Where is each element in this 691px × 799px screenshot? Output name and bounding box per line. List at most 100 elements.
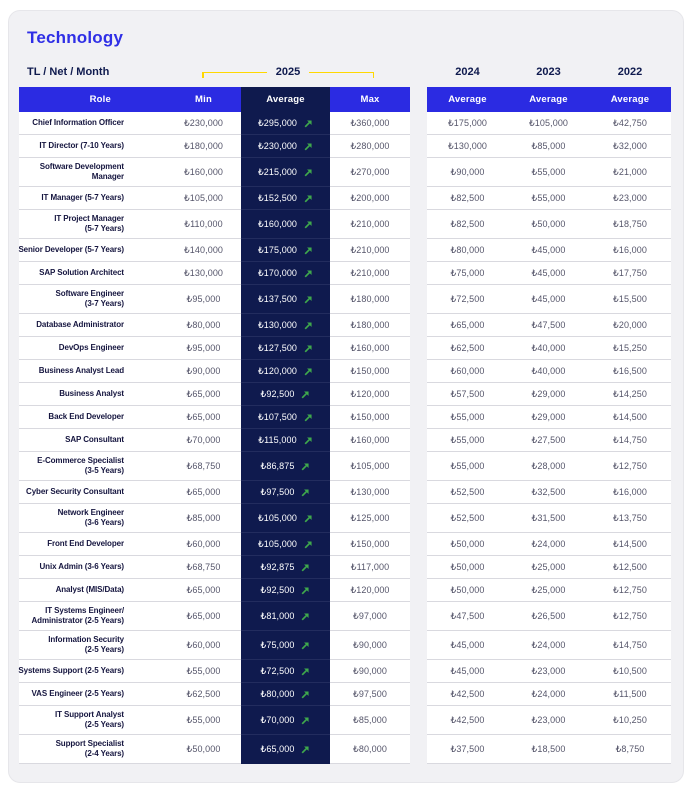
- average-2022-cell: ₺42,750: [589, 112, 671, 135]
- average-2024-cell: ₺175,000: [427, 112, 508, 135]
- max-2025-cell: ₺270,000: [330, 158, 410, 187]
- average-2025-value: ₺230,000: [257, 140, 298, 151]
- average-2025-cell: ₺120,000: [241, 360, 330, 383]
- average-2023-cell: ₺45,000: [508, 285, 589, 314]
- average-2025-cell: ₺107,500: [241, 406, 330, 429]
- average-2024-cell: ₺72,500: [427, 285, 508, 314]
- trend-up-icon: [304, 344, 313, 353]
- column-gap: [410, 735, 427, 764]
- column-gap: [410, 683, 427, 706]
- role-cell: Systems Support (2-5 Years): [18, 660, 166, 683]
- average-2024-cell: ₺50,000: [427, 579, 508, 602]
- average-2023-cell: ₺55,000: [508, 158, 589, 187]
- column-gap: [410, 452, 427, 481]
- average-2025-value: ₺65,000: [260, 743, 295, 754]
- min-2025-cell: ₺80,000: [166, 314, 241, 337]
- average-2025-value: ₺295,000: [257, 117, 298, 128]
- average-2022-cell: ₺23,000: [589, 187, 671, 210]
- average-2022-cell: ₺10,250: [589, 706, 671, 735]
- trend-up-icon: [304, 321, 313, 330]
- table-row: Software Engineer (3-7 Years) ₺95,000 ₺137,…: [19, 285, 673, 314]
- average-2025-value: ₺137,500: [257, 293, 298, 304]
- table-row: VAS Engineer (2-5 Years) ₺62,500 ₺80,000 ₺9…: [19, 683, 673, 706]
- column-gap: [410, 262, 427, 285]
- table-row: Support Specialist (2-4 Years) ₺50,000 ₺65,…: [19, 735, 673, 764]
- max-2025-cell: ₺210,000: [330, 262, 410, 285]
- column-gap: [410, 660, 427, 683]
- max-2025-cell: ₺150,000: [330, 406, 410, 429]
- average-2022-cell: ₺12,500: [589, 556, 671, 579]
- average-2025-value: ₺92,875: [260, 561, 295, 572]
- average-2025-value: ₺127,500: [257, 342, 298, 353]
- max-2025-cell: ₺80,000: [330, 735, 410, 764]
- min-2025-cell: ₺230,000: [166, 112, 241, 135]
- average-2024-cell: ₺75,000: [427, 262, 508, 285]
- max-2025-cell: ₺150,000: [330, 533, 410, 556]
- trend-up-icon: [304, 220, 313, 229]
- column-gap: [410, 337, 427, 360]
- average-2025-cell: ₺152,500: [241, 187, 330, 210]
- header-average-2022: Average: [589, 87, 671, 112]
- role-cell: Front End Developer: [19, 533, 166, 556]
- average-2024-cell: ₺47,500: [427, 602, 508, 631]
- average-2025-value: ₺152,500: [257, 192, 298, 203]
- year-2022-label: 2022: [617, 66, 643, 78]
- average-2022-cell: ₺13,750: [589, 504, 671, 533]
- min-2025-cell: ₺110,000: [166, 210, 241, 239]
- role-cell: Business Analyst Lead: [19, 360, 166, 383]
- average-2024-cell: ₺42,500: [427, 683, 508, 706]
- table-row: Business Analyst Lead ₺90,000 ₺120,000 ₺150…: [19, 360, 673, 383]
- average-2022-cell: ₺14,500: [589, 406, 671, 429]
- average-2025-value: ₺92,500: [260, 584, 295, 595]
- role-cell: Network Engineer (3-6 Years): [19, 504, 166, 533]
- role-cell: E-Commerce Specialist (3-5 Years): [19, 452, 166, 481]
- column-gap: [410, 383, 427, 406]
- average-2024-cell: ₺45,000: [427, 660, 508, 683]
- role-cell: DevOps Engineer: [19, 337, 166, 360]
- average-2025-cell: ₺160,000: [241, 210, 330, 239]
- max-2025-cell: ₺180,000: [330, 285, 410, 314]
- average-2023-cell: ₺25,000: [508, 556, 589, 579]
- average-2022-cell: ₺17,750: [589, 262, 671, 285]
- average-2023-cell: ₺31,500: [508, 504, 589, 533]
- trend-up-icon: [304, 194, 313, 203]
- average-2022-cell: ₺14,750: [589, 631, 671, 660]
- max-2025-cell: ₺160,000: [330, 337, 410, 360]
- min-2025-cell: ₺65,000: [166, 579, 241, 602]
- role-cell: IT Director (7-10 Years): [19, 135, 166, 158]
- column-gap: [410, 706, 427, 735]
- min-2025-cell: ₺90,000: [166, 360, 241, 383]
- column-gap: [410, 158, 427, 187]
- average-2025-cell: ₺81,000: [241, 602, 330, 631]
- average-2025-cell: ₺75,000: [241, 631, 330, 660]
- max-2025-cell: ₺360,000: [330, 112, 410, 135]
- average-2022-cell: ₺14,250: [589, 383, 671, 406]
- average-2025-value: ₺92,500: [260, 388, 295, 399]
- average-2023-cell: ₺25,000: [508, 579, 589, 602]
- column-gap: [410, 314, 427, 337]
- table-row: Systems Support (2-5 Years) ₺55,000 ₺72,50…: [18, 660, 673, 683]
- role-cell: SAP Solution Architect: [19, 262, 166, 285]
- min-2025-cell: ₺85,000: [166, 504, 241, 533]
- min-2025-cell: ₺50,000: [166, 735, 241, 764]
- trend-up-icon: [301, 716, 310, 725]
- average-2023-cell: ₺55,000: [508, 187, 589, 210]
- average-2025-value: ₺72,500: [260, 665, 295, 676]
- bracket-line-left: [202, 71, 267, 78]
- trend-up-icon: [301, 745, 310, 754]
- max-2025-cell: ₺160,000: [330, 429, 410, 452]
- table-row: Front End Developer ₺60,000 ₺105,000 ₺150,0…: [19, 533, 673, 556]
- trend-up-icon: [304, 436, 313, 445]
- average-2025-cell: ₺295,000: [241, 112, 330, 135]
- average-2023-cell: ₺24,000: [508, 683, 589, 706]
- average-2025-value: ₺170,000: [257, 267, 298, 278]
- role-cell: IT Project Manager (5-7 Years): [19, 210, 166, 239]
- max-2025-cell: ₺125,000: [330, 504, 410, 533]
- average-2025-cell: ₺130,000: [241, 314, 330, 337]
- trend-up-icon: [301, 690, 310, 699]
- min-2025-cell: ₺95,000: [166, 337, 241, 360]
- trend-up-icon: [304, 540, 313, 549]
- min-2025-cell: ₺60,000: [166, 533, 241, 556]
- technology-salary-card: Technology TL / Net / Month 2025 2024 20…: [8, 10, 684, 783]
- average-2025-value: ₺97,500: [260, 486, 295, 497]
